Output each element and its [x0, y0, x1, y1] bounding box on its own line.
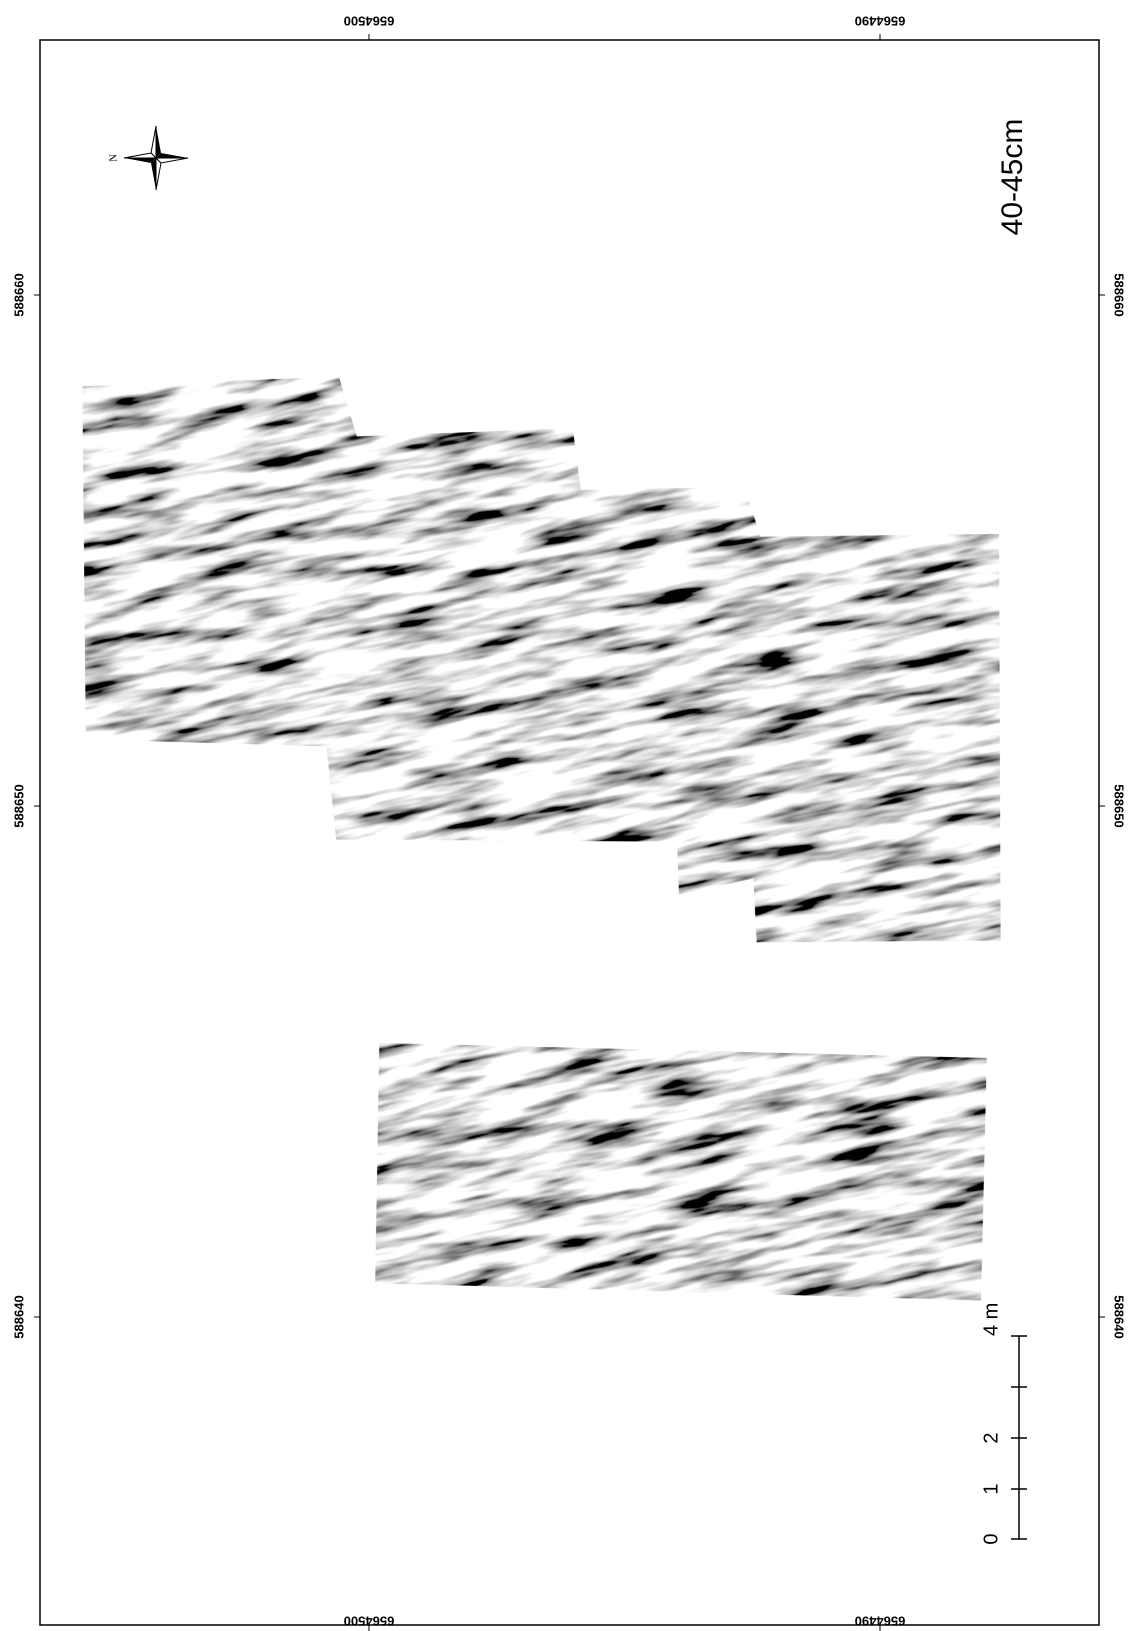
- scale-label: 4 m: [980, 1303, 1002, 1336]
- survey-area: [327, 920, 1036, 1423]
- tick-label: 6564500: [344, 14, 395, 29]
- north-arrow: N: [108, 126, 188, 190]
- survey-data: [14, 206, 1134, 1458]
- tick-label: 6564490: [855, 1614, 906, 1629]
- tick-label: 588660: [1112, 273, 1127, 316]
- tick-label: 588650: [1112, 784, 1127, 827]
- scale-label: 2: [980, 1432, 1002, 1443]
- map: N 40-45cm 0 1 2 4 m 6564500 6564500 6564490 65…: [0, 0, 1134, 1631]
- tick-label: 588640: [11, 1295, 26, 1338]
- scale-label: 0: [980, 1533, 1002, 1544]
- tick-label: 6564490: [855, 14, 906, 29]
- tick-label: 588640: [1112, 1295, 1127, 1338]
- depth-label: 40-45cm: [996, 119, 1029, 236]
- tick-label: 588660: [11, 273, 26, 316]
- survey-area: [14, 206, 1082, 1118]
- tick-label: 588650: [11, 784, 26, 827]
- north-label: N: [108, 154, 120, 162]
- scale-bar: 0 1 2 4 m: [980, 1303, 1027, 1545]
- tick-label: 6564500: [344, 1614, 395, 1629]
- scale-label: 1: [980, 1483, 1002, 1494]
